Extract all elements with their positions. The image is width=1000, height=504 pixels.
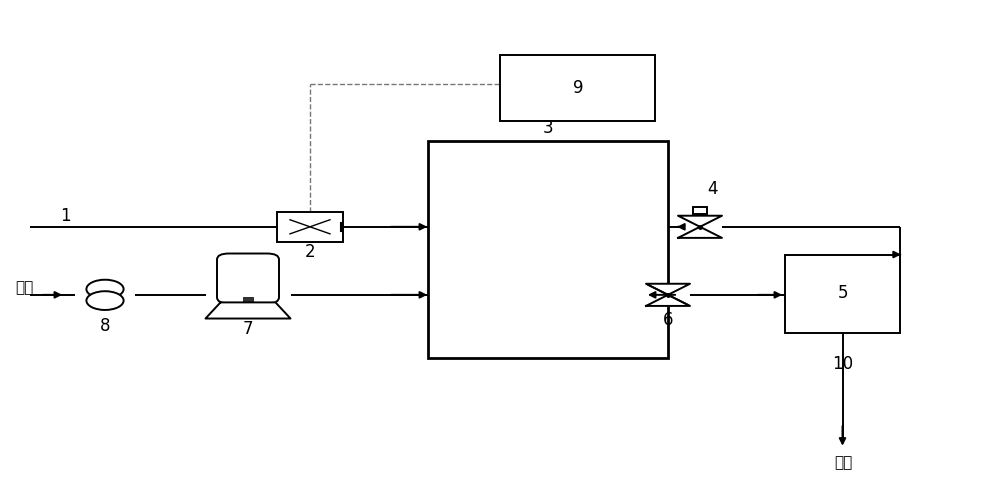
Bar [243, 297, 253, 302]
Text: 6: 6 [663, 311, 673, 329]
Text: 4: 4 [707, 180, 717, 198]
Text: 10: 10 [832, 355, 854, 373]
Bar [428, 141, 668, 358]
Polygon shape [678, 216, 722, 238]
Polygon shape [206, 302, 290, 319]
Bar [277, 212, 343, 242]
Text: 2: 2 [305, 243, 315, 261]
Text: 大气: 大气 [834, 455, 852, 470]
Text: 9: 9 [573, 79, 583, 97]
Polygon shape [646, 284, 690, 306]
Text: 3: 3 [543, 119, 553, 137]
Bar [693, 207, 707, 214]
Circle shape [86, 280, 124, 298]
Bar [500, 55, 655, 121]
Text: 1: 1 [60, 207, 70, 225]
Text: 7: 7 [243, 320, 253, 338]
FancyBboxPatch shape [217, 254, 279, 303]
Circle shape [86, 291, 124, 310]
Text: 8: 8 [100, 317, 110, 335]
Bar [785, 255, 900, 333]
Text: 5: 5 [838, 284, 848, 302]
Text: 大气: 大气 [15, 280, 33, 295]
